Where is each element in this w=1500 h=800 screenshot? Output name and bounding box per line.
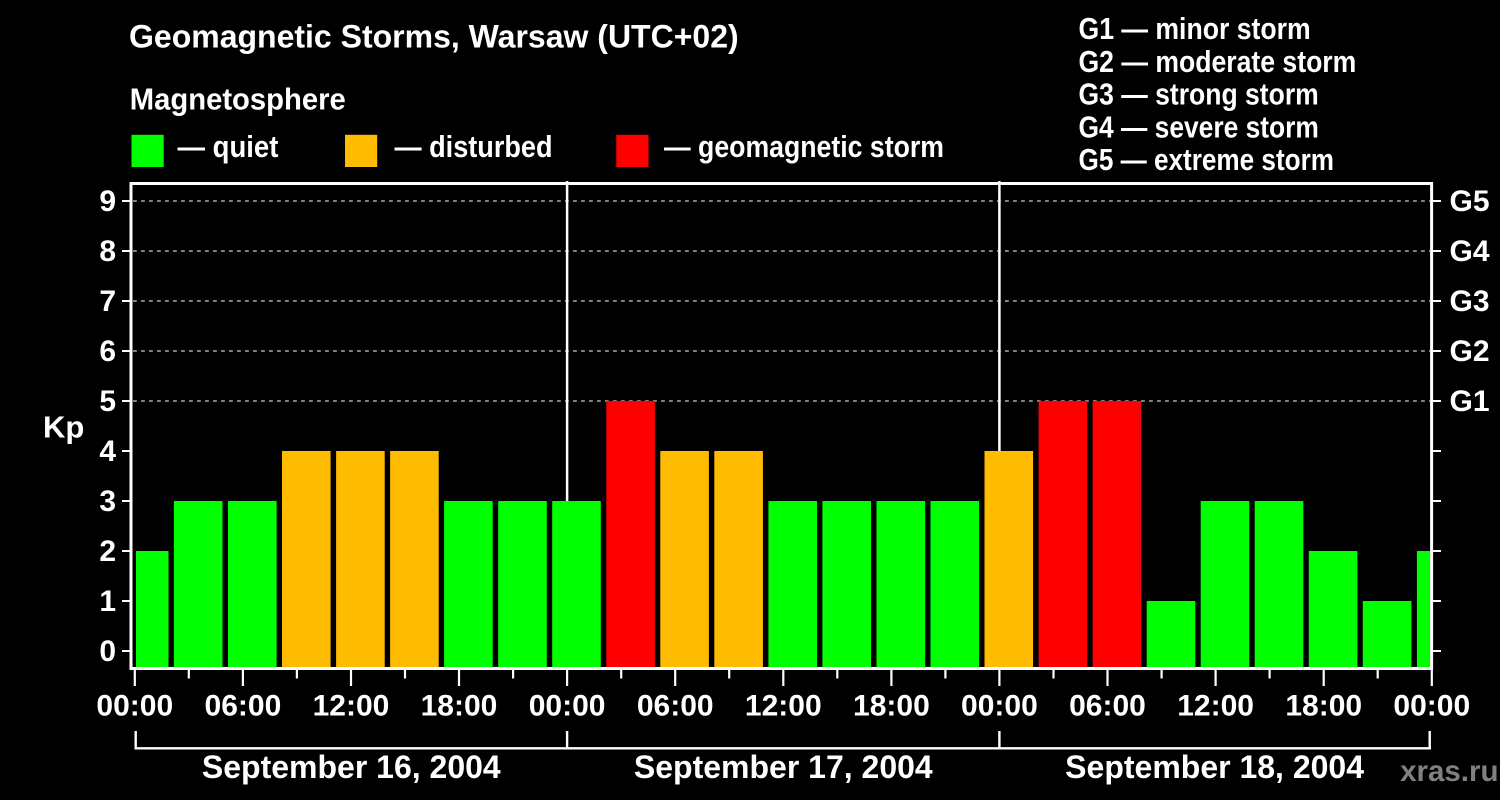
svg-text:12:00: 12:00: [313, 690, 390, 723]
svg-text:6: 6: [99, 335, 116, 368]
svg-text:1: 1: [99, 585, 116, 618]
svg-text:12:00: 12:00: [1177, 690, 1254, 723]
svg-text:G4: G4: [1450, 235, 1490, 268]
svg-text:Geomagnetic Storms, Warsaw (UT: Geomagnetic Storms, Warsaw (UTC+02): [129, 19, 739, 55]
svg-text:— geomagnetic storm: — geomagnetic storm: [664, 130, 944, 164]
svg-text:— disturbed: — disturbed: [395, 130, 553, 164]
svg-text:5: 5: [99, 385, 116, 418]
svg-text:18:00: 18:00: [1285, 690, 1362, 723]
svg-text:06:00: 06:00: [1069, 690, 1146, 723]
svg-text:Magnetosphere: Magnetosphere: [130, 83, 346, 117]
svg-text:G5 — extreme storm: G5 — extreme storm: [1079, 143, 1335, 178]
svg-text:G4 — severe storm: G4 — severe storm: [1079, 110, 1319, 144]
svg-text:— quiet: — quiet: [178, 130, 279, 165]
svg-text:xras.ru: xras.ru: [1400, 755, 1498, 788]
svg-text:00:00: 00:00: [961, 690, 1038, 723]
svg-text:G3 — strong storm: G3 — strong storm: [1079, 78, 1319, 112]
svg-text:00:00: 00:00: [96, 690, 173, 723]
svg-text:06:00: 06:00: [637, 690, 714, 723]
svg-text:00:00: 00:00: [1393, 690, 1470, 723]
svg-text:Kp: Kp: [43, 410, 84, 445]
svg-text:4: 4: [99, 435, 116, 468]
svg-text:9: 9: [99, 185, 116, 218]
svg-text:3: 3: [99, 485, 116, 518]
svg-text:7: 7: [99, 285, 116, 318]
svg-text:G2: G2: [1450, 335, 1490, 368]
svg-text:18:00: 18:00: [421, 690, 498, 723]
svg-text:00:00: 00:00: [529, 690, 606, 723]
svg-text:8: 8: [99, 235, 116, 268]
svg-text:G2 — moderate storm: G2 — moderate storm: [1079, 45, 1357, 79]
svg-text:18:00: 18:00: [853, 690, 930, 723]
svg-text:September 16, 2004: September 16, 2004: [202, 749, 501, 785]
svg-text:G1: G1: [1450, 385, 1490, 418]
svg-text:G5: G5: [1450, 185, 1490, 218]
svg-text:2: 2: [99, 535, 116, 568]
svg-text:G3: G3: [1450, 285, 1490, 318]
svg-text:0: 0: [99, 635, 116, 668]
svg-text:06:00: 06:00: [205, 690, 282, 723]
svg-text:September 17, 2004: September 17, 2004: [634, 749, 933, 785]
svg-text:12:00: 12:00: [745, 690, 822, 723]
svg-text:September 18, 2004: September 18, 2004: [1065, 749, 1364, 785]
svg-text:G1 — minor storm: G1 — minor storm: [1079, 12, 1311, 46]
